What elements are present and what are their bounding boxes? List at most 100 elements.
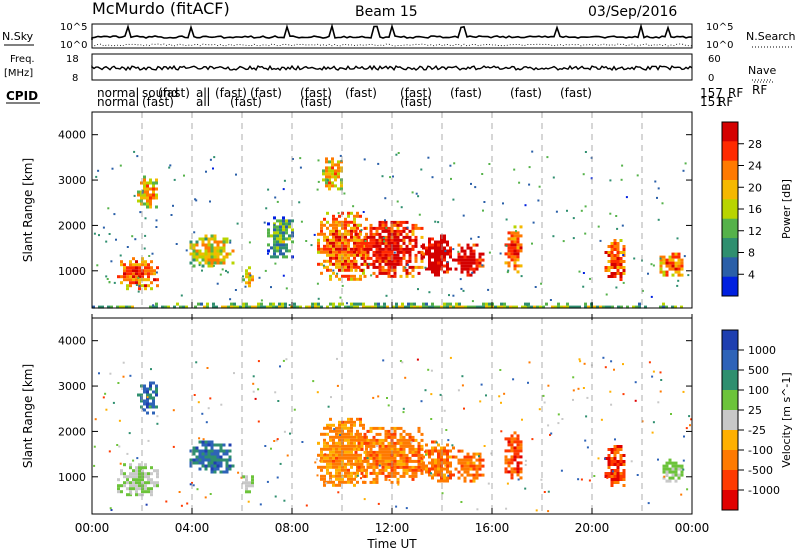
echo-cell	[359, 459, 362, 463]
echo-cell	[150, 481, 153, 485]
echo-cell	[381, 459, 385, 463]
echo-cell	[260, 302, 263, 306]
cpid-word: (fast)	[250, 86, 282, 100]
colorbar-block	[722, 141, 738, 162]
echo-cell	[350, 220, 353, 224]
echo-cell	[396, 235, 400, 239]
cpid-label: CPID	[6, 89, 38, 103]
echo-cell	[449, 449, 452, 453]
echo-cell	[401, 305, 404, 309]
echo-cell	[156, 481, 159, 485]
echo-cell	[204, 243, 208, 247]
echo-cell	[332, 302, 335, 306]
echo-cell	[607, 254, 611, 257]
echo-cell	[225, 240, 229, 244]
echo-cell	[198, 255, 202, 259]
y-tick-label: 4000	[58, 129, 86, 142]
echo-cell	[521, 305, 524, 309]
echo-cell	[425, 302, 428, 306]
echo-cell	[219, 443, 223, 447]
y-tick-label: 1000	[58, 265, 86, 278]
echo-cell	[334, 178, 337, 182]
echo-cell	[323, 244, 326, 248]
echo-cell	[384, 253, 388, 257]
echo-cell	[387, 271, 391, 275]
echo-cell	[475, 264, 479, 268]
echo-cell	[665, 467, 669, 471]
echo-cell	[463, 255, 467, 259]
echo-cell	[393, 251, 396, 254]
echo-cell	[207, 255, 211, 259]
echo-cell	[516, 443, 520, 447]
echo-cell	[326, 241, 329, 245]
echo-cell	[359, 420, 362, 424]
echo-cell	[449, 461, 452, 465]
echo-cell	[155, 384, 158, 388]
echo-cell	[613, 239, 617, 242]
echo-cell	[385, 294, 388, 297]
echo-cell	[668, 461, 672, 465]
echo-cell	[375, 274, 379, 278]
echo-cell	[216, 455, 220, 459]
echo-cell	[363, 441, 367, 445]
echo-cell	[381, 250, 385, 254]
echo-cell	[414, 459, 418, 463]
echo-cell	[485, 302, 488, 306]
power-cells	[92, 150, 690, 309]
echo-cell	[422, 252, 425, 256]
echo-cell	[210, 446, 214, 450]
echo-cell	[117, 484, 120, 488]
echo-cell	[219, 470, 223, 474]
echo-cell	[119, 305, 122, 309]
echo-cell	[326, 235, 329, 239]
echo-cell	[326, 432, 329, 436]
echo-cell	[613, 481, 617, 484]
echo-cell	[446, 470, 449, 474]
echo-cell	[449, 246, 452, 250]
echo-cell	[671, 470, 675, 474]
echo-cell	[353, 453, 356, 457]
echo-cell	[274, 495, 277, 498]
echo-cell	[443, 446, 446, 450]
echo-cell	[610, 260, 614, 263]
echo-cell	[366, 438, 370, 442]
echo-cell	[613, 475, 617, 478]
echo-cell	[350, 438, 353, 442]
freq-unit-label: [MHz]	[4, 68, 33, 79]
echo-cell	[405, 274, 409, 278]
echo-cell	[659, 261, 663, 265]
echo-cell	[463, 470, 467, 474]
echo-cell	[384, 474, 388, 478]
echo-cell	[510, 243, 514, 247]
echo-cell	[622, 281, 625, 284]
echo-cell	[344, 262, 347, 266]
echo-cell	[150, 260, 153, 264]
echo-cell	[414, 265, 418, 269]
echo-cell	[393, 223, 397, 227]
echo-cell	[197, 302, 200, 306]
echo-cell	[138, 463, 141, 467]
echo-cell	[198, 437, 201, 440]
echo-cell	[566, 302, 569, 306]
echo-cell	[339, 434, 342, 436]
echo-cell	[228, 449, 232, 453]
echo-cell	[129, 472, 132, 476]
echo-cell	[531, 438, 534, 441]
echo-cell	[155, 390, 158, 394]
echo-cell	[251, 275, 254, 279]
echo-cell	[473, 305, 476, 309]
echo-cell	[414, 244, 418, 248]
echo-cell	[466, 273, 470, 277]
echo-cell	[93, 232, 96, 235]
echo-cell	[248, 275, 251, 279]
echo-cell	[424, 266, 427, 269]
echo-cell	[402, 250, 406, 254]
echo-cell	[341, 241, 344, 245]
echo-cell	[420, 250, 424, 254]
echo-cell	[399, 259, 403, 263]
echo-cell	[332, 438, 335, 442]
echo-cell	[440, 305, 443, 309]
echo-cell	[314, 461, 317, 464]
echo-cell	[231, 249, 235, 253]
echo-cell	[443, 473, 446, 477]
